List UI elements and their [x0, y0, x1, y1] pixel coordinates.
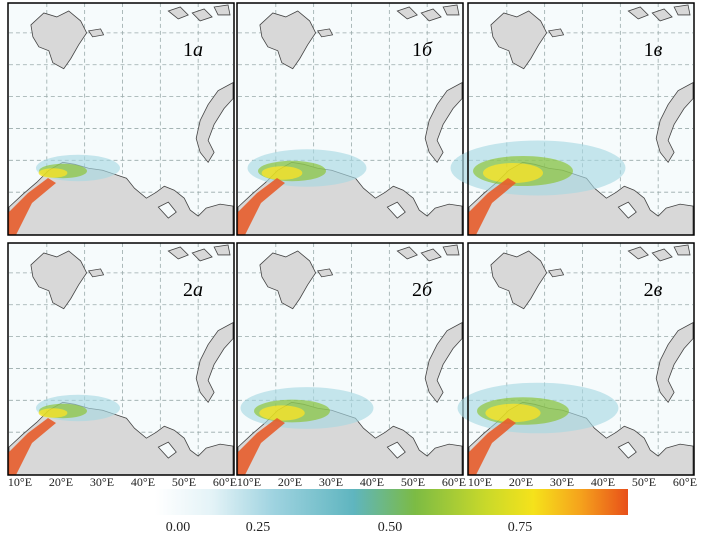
field-coast [237, 418, 285, 475]
x-tick-label: 30°E [90, 475, 114, 489]
x-tick-label: 40°E [591, 475, 615, 489]
colorbar-tick-label: 0.00 [166, 520, 191, 535]
field-high [38, 408, 68, 418]
panel-letter: в [654, 279, 663, 301]
field-high [38, 168, 68, 178]
field-high [259, 405, 305, 421]
panel-letter: в [654, 39, 663, 61]
panel-number: 1 [183, 39, 193, 61]
field-high [485, 403, 541, 423]
colorbar-tick-label: 0.25 [246, 520, 271, 535]
x-tick-label: 30°E [550, 475, 574, 489]
panel-frame [467, 242, 695, 476]
x-tick-label: 20°E [49, 475, 73, 489]
field-coast [8, 418, 56, 475]
panel-number: 2 [183, 279, 193, 301]
panel-letter: б [422, 279, 433, 301]
x-tick-label: 20°E [509, 475, 533, 489]
x-tick-label: 20°E [278, 475, 302, 489]
panel-letter: а [193, 279, 203, 301]
panel-label: 1в [644, 39, 663, 61]
concentration-field [237, 387, 374, 475]
concentration-field [8, 154, 120, 235]
colorbar-tick-label: 0.50 [378, 520, 403, 535]
panel-frame [467, 2, 695, 236]
panel-frame [236, 2, 464, 236]
x-tick-label: 60°E [213, 475, 237, 489]
panel-frame [236, 242, 464, 476]
panel-label: 2в [644, 279, 663, 301]
panel-label: 2б [412, 279, 433, 301]
map-panel: 2б [236, 242, 464, 476]
x-tick-label: 40°E [360, 475, 384, 489]
panel-number: 2 [644, 279, 654, 301]
field-high [261, 166, 303, 180]
panel-frame [7, 242, 235, 476]
map-panel: 2а [7, 242, 235, 476]
x-tick-label: 10°E [237, 475, 261, 489]
field-coast [8, 178, 56, 235]
panel-frame [7, 2, 235, 236]
panel-label: 1б [412, 39, 433, 61]
concentration-field [8, 394, 120, 475]
concentration-field [457, 382, 619, 475]
field-coast [237, 178, 285, 235]
map-panel: 1а [7, 2, 235, 236]
panel-letter: б [422, 39, 433, 61]
concentration-field [237, 149, 367, 235]
x-tick-label: 10°E [8, 475, 32, 489]
x-tick-label: 30°E [319, 475, 343, 489]
x-tick-label: 50°E [632, 475, 656, 489]
map-panel: 1в [450, 2, 695, 236]
field-coast [468, 418, 516, 475]
panel-number: 1 [644, 39, 654, 61]
colorbar [155, 489, 628, 515]
panel-label: 1а [183, 39, 203, 61]
panel-label: 2а [183, 279, 203, 301]
panel-letter: а [193, 39, 203, 61]
field-coast [468, 178, 516, 235]
x-tick-label: 60°E [442, 475, 466, 489]
colorbar-tick-label: 0.75 [508, 520, 533, 535]
map-panel: 1б [236, 2, 464, 236]
map-panel: 2в [457, 242, 695, 476]
x-tick-label: 40°E [131, 475, 155, 489]
x-tick-label: 50°E [172, 475, 196, 489]
panel-number: 1 [412, 39, 422, 61]
x-tick-label: 60°E [673, 475, 697, 489]
x-tick-label: 50°E [401, 475, 425, 489]
field-high [483, 163, 543, 183]
x-tick-label: 10°E [468, 475, 492, 489]
concentration-field [450, 140, 626, 235]
panel-number: 2 [412, 279, 422, 301]
